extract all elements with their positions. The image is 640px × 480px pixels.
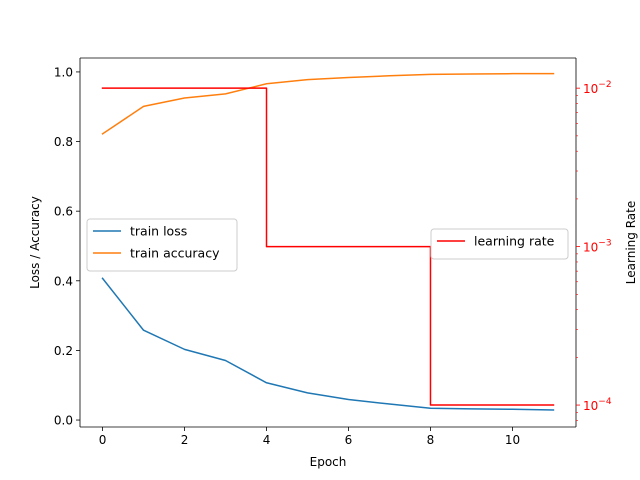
y2-axis-title: Learning Rate <box>624 201 638 284</box>
legend-label: train loss <box>130 224 187 239</box>
y-tick-label: 0.0 <box>54 414 73 428</box>
series-line-train-accuracy <box>101 72 555 135</box>
x-tick-label: 4 <box>263 433 271 447</box>
x-tick-label: 10 <box>505 433 520 447</box>
y2-tick-label: 10−4 <box>583 397 612 413</box>
axes: 0 2 4 6 8 10 0.0 0.2 0.4 0.6 0.8 1.0 10−4 10−3 10−2 Epo… <box>28 57 638 469</box>
y2-tick-label: 10−2 <box>583 80 612 96</box>
x-tick-label: 8 <box>427 433 435 447</box>
series-line-learning-rate <box>101 87 555 406</box>
series-line-train-loss <box>101 277 555 411</box>
y-tick-label: 0.8 <box>54 135 73 149</box>
legends: train loss train accuracy learning rate <box>86 218 569 272</box>
legend-frame <box>86 218 238 272</box>
y2-tick-label: 10−3 <box>583 239 612 255</box>
plot-lines <box>101 72 555 411</box>
legend-frame <box>430 228 569 260</box>
x-tick-label: 0 <box>99 433 107 447</box>
legend-label: train accuracy <box>130 246 220 261</box>
x-axis-title: Epoch <box>310 455 347 469</box>
y-tick-label: 0.4 <box>54 274 73 288</box>
y-tick-label: 0.6 <box>54 205 73 219</box>
y-tick-label: 1.0 <box>54 65 73 79</box>
x-tick-label: 6 <box>345 433 353 447</box>
legend-label: learning rate <box>474 234 555 249</box>
y-tick-label: 0.2 <box>54 344 73 358</box>
legend-center-left: train loss train accuracy <box>86 218 238 272</box>
y-axis-title: Loss / Accuracy <box>28 196 42 289</box>
legend-center-right: learning rate <box>430 228 569 260</box>
x-tick-label: 2 <box>181 433 189 447</box>
